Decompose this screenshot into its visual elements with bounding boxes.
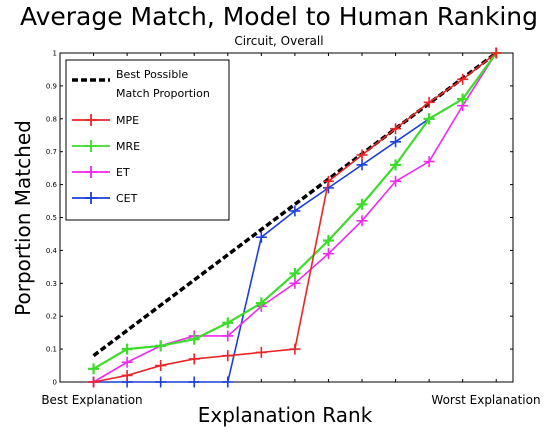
x-axis-title: Explanation Rank (198, 403, 373, 427)
data-point-et (356, 215, 368, 227)
data-point-et (222, 330, 234, 342)
legend-label: Best Possible (116, 68, 188, 81)
data-point-mpe (490, 47, 502, 59)
legend-label: Match Proportion (116, 87, 210, 100)
data-point-cet (155, 376, 167, 388)
data-point-cet (255, 231, 267, 243)
data-point-mre (222, 317, 234, 329)
chart-title: Average Match, Model to Human Ranking (20, 2, 538, 31)
y-tick-label: 0.8 (46, 115, 57, 123)
legend-entry-best-possible-match-proportion: Best Possible Match Proportion (72, 68, 210, 100)
y-axis: 0 0.1 0.2 0.3 0.4 0.5 0.6 0.7 0.8 0.9 1 (46, 50, 513, 387)
legend-label: CET (116, 192, 138, 205)
y-tick-label: 0.4 (46, 247, 58, 255)
data-point-mpe (356, 149, 368, 161)
legend-entry-mre: MRE (72, 140, 140, 153)
data-point-mpe (188, 353, 200, 365)
y-tick-label: 0.1 (46, 346, 57, 354)
data-point-mre (188, 333, 200, 345)
data-point-mre (390, 159, 402, 171)
data-point-et (423, 156, 435, 168)
data-point-mre (423, 113, 435, 125)
data-point-mre (457, 93, 469, 105)
y-axis-title: Porportion Matched (11, 120, 35, 316)
data-point-mre (356, 198, 368, 210)
data-point-mpe (423, 96, 435, 108)
data-point-mre (155, 340, 167, 352)
data-point-mre (255, 297, 267, 309)
data-point-mpe (390, 123, 402, 135)
legend-entry-et: ET (72, 166, 130, 179)
data-point-cet (390, 136, 402, 148)
legend-label: ET (116, 166, 130, 179)
data-point-cet (289, 205, 301, 217)
data-point-mpe (322, 175, 334, 187)
data-point-et (322, 248, 334, 260)
data-point-mre (121, 343, 133, 355)
data-point-mpe (155, 360, 167, 372)
legend: Best Possible Match Proportion MPE MRE ET CET (65, 59, 230, 221)
y-tick-label: 0.5 (46, 214, 57, 222)
y-tick-label: 0.3 (46, 280, 57, 288)
legend-entry-cet: CET (72, 192, 138, 205)
legend-box (65, 59, 230, 221)
y-tick-label: 1 (53, 50, 57, 58)
data-point-mre (289, 267, 301, 279)
x-axis (93, 53, 497, 382)
data-point-et (289, 277, 301, 289)
data-point-mpe (222, 350, 234, 362)
data-point-cet (356, 159, 368, 171)
data-point-mre (88, 363, 100, 375)
data-point-mpe (255, 346, 267, 358)
y-tick-label: 0.7 (46, 148, 57, 156)
x-tick-label-best: Best Explanation (41, 393, 142, 407)
y-tick-label: 0.6 (46, 181, 58, 189)
data-point-cet (222, 376, 234, 388)
data-point-et (121, 356, 133, 368)
series-mre (88, 47, 502, 375)
legend-entry-mpe: MPE (72, 114, 139, 127)
legend-label: MRE (116, 140, 140, 153)
y-tick-label: 0.2 (46, 313, 57, 321)
chart-subtitle: Circuit, Overall (234, 34, 323, 48)
data-point-mre (322, 235, 334, 247)
data-point-mpe (457, 73, 469, 85)
legend-label: MPE (116, 114, 139, 127)
x-tick-label-worst: Worst Explanation (431, 393, 540, 407)
y-tick-label: 0.9 (46, 82, 57, 90)
data-point-mpe (121, 369, 133, 381)
y-tick-label: 0 (53, 379, 57, 387)
data-point-et (390, 175, 402, 187)
series-mpe (88, 47, 502, 388)
series-layer (88, 47, 502, 388)
data-point-mpe (88, 376, 100, 388)
data-point-cet (188, 376, 200, 388)
data-point-mpe (289, 343, 301, 355)
